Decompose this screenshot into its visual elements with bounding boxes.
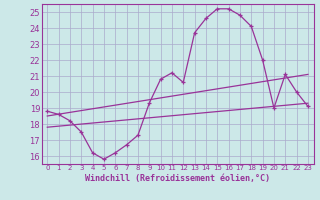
X-axis label: Windchill (Refroidissement éolien,°C): Windchill (Refroidissement éolien,°C): [85, 174, 270, 183]
